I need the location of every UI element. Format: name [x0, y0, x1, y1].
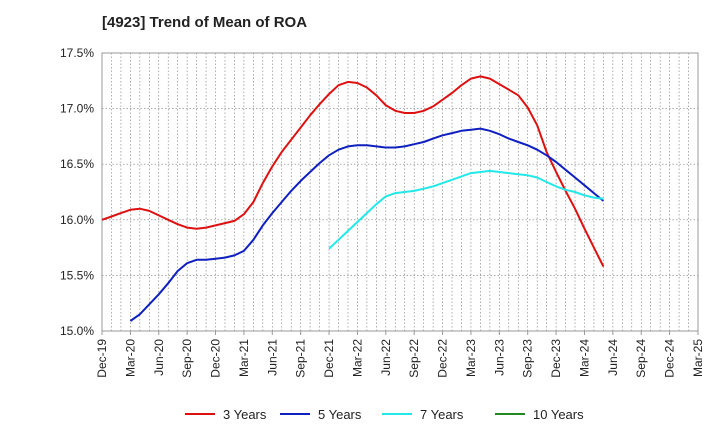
- x-tick-label: Mar-25: [691, 339, 705, 377]
- legend: 3 Years 5 Years 7 Years 10 Years: [185, 407, 584, 422]
- legend-label-3: 7 Years: [420, 407, 464, 422]
- x-tick-label: Mar-20: [123, 339, 137, 377]
- x-tick-label: Mar-23: [464, 339, 478, 377]
- x-tick-label: Dec-20: [209, 339, 223, 378]
- y-tick-label: 15.0%: [60, 324, 94, 338]
- x-tick-label: Jun-20: [152, 339, 166, 376]
- x-tick-label: Dec-23: [549, 339, 563, 378]
- x-tick-label: Dec-22: [436, 339, 450, 378]
- plot-frame: [101, 52, 699, 332]
- grid-layer: [102, 53, 698, 331]
- y-tick-label: 15.5%: [60, 268, 94, 282]
- x-tick-label: Jun-23: [492, 339, 506, 376]
- x-tick-label: Jun-24: [606, 339, 620, 376]
- x-tick-label: Mar-21: [237, 339, 251, 377]
- x-tick-label: Sep-21: [294, 339, 308, 378]
- x-tick-label: Dec-21: [322, 339, 336, 378]
- y-tick-label: 17.0%: [60, 102, 94, 116]
- x-tick-label: Sep-24: [634, 339, 648, 378]
- x-tick-label: Dec-19: [95, 339, 109, 378]
- legend-label-4: 10 Years: [533, 407, 584, 422]
- series-line-3: [328, 169, 604, 250]
- x-tick-label: Jun-22: [379, 339, 393, 376]
- y-tick-label: 16.5%: [60, 157, 94, 171]
- x-tick-label: Sep-23: [521, 339, 535, 378]
- x-tick-label: Mar-22: [350, 339, 364, 377]
- axis-layer: 15.0% 15.5% 16.0% 16.5% 17.0% 17.5% Dec-19 Mar-…: [60, 46, 705, 378]
- chart-title: [4923] Trend of Mean of ROA: [102, 14, 308, 31]
- series-layer: [101, 75, 605, 322]
- x-tick-label: Sep-22: [407, 339, 421, 378]
- series-line-1: [101, 75, 605, 267]
- x-tick-label: Sep-20: [180, 339, 194, 378]
- x-tick-label: Jun-21: [265, 339, 279, 376]
- series-line-2: [129, 127, 605, 322]
- legend-label-1: 3 Years: [223, 407, 267, 422]
- x-tick-label: Mar-24: [577, 339, 591, 377]
- x-tick-label: Dec-24: [663, 339, 677, 378]
- legend-label-2: 5 Years: [318, 407, 362, 422]
- y-tick-label: 17.5%: [60, 46, 94, 60]
- y-tick-label: 16.0%: [60, 213, 94, 227]
